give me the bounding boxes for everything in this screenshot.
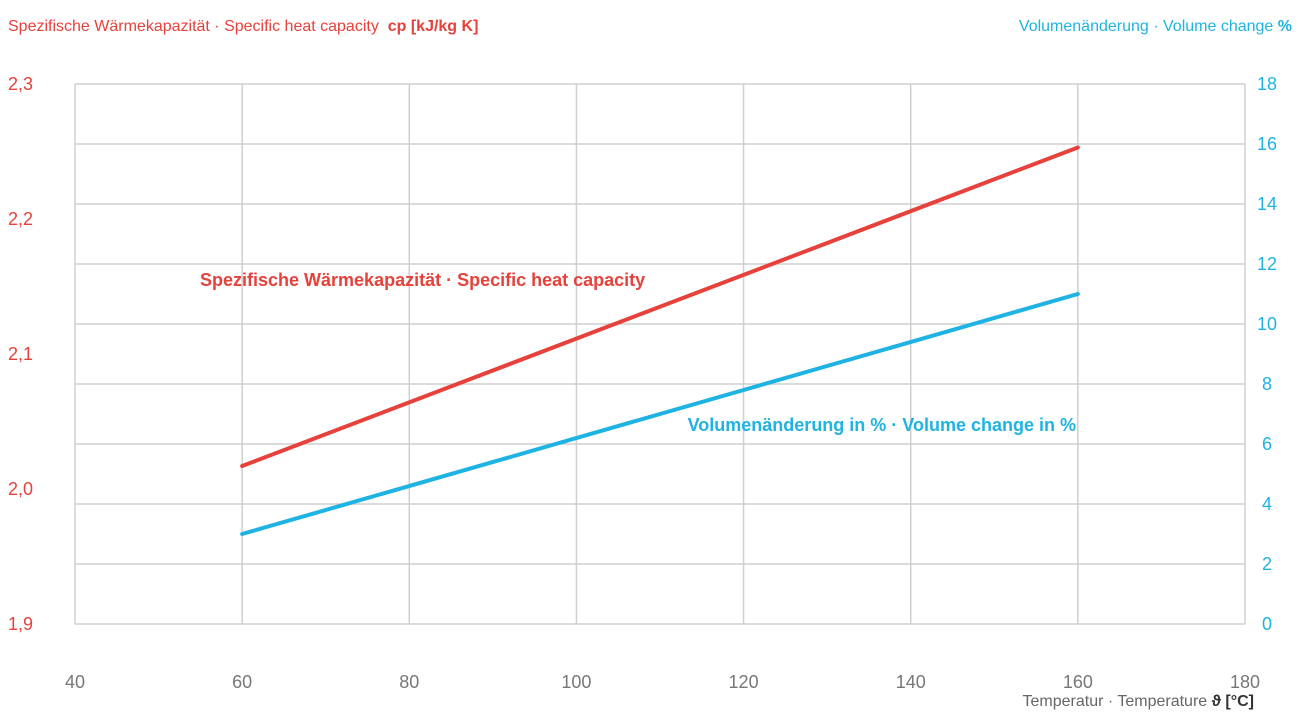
x-tick-label: 100 <box>561 672 591 692</box>
right-y-tick-label: 16 <box>1257 134 1277 154</box>
left-y-tick-label: 1,9 <box>8 614 33 634</box>
right-y-tick-label: 12 <box>1257 254 1277 274</box>
left-axis-title-text: Spezifische Wärmekapazität · Specific he… <box>8 18 379 35</box>
right-y-tick-label: 14 <box>1257 194 1277 214</box>
left-y-tick-label: 2,3 <box>8 74 33 94</box>
right-y-tick-label: 10 <box>1257 314 1277 334</box>
x-axis-title: Temperatur · Temperature ϑ [°C] <box>1023 693 1255 711</box>
right-y-tick-label: 8 <box>1262 374 1272 394</box>
x-tick-label: 160 <box>1063 672 1093 692</box>
right-axis-title-text: Volumenänderung · Volume change <box>1018 18 1274 35</box>
heat-capacity-series-line <box>240 145 1080 469</box>
x-tick-label: 60 <box>232 672 252 692</box>
x-tick-label: 120 <box>729 672 759 692</box>
volume-change-series-line <box>240 292 1080 536</box>
right-y-tick-label: 0 <box>1262 614 1272 634</box>
left-y-tick-label: 2,0 <box>8 479 33 499</box>
left-axis-title: Spezifische Wärmekapazität · Specific he… <box>8 18 478 36</box>
left-axis-unit: cp [kJ/kg K] <box>387 18 479 35</box>
x-axis-unit: ϑ [°C] <box>1211 693 1254 710</box>
left-y-tick-label: 2,2 <box>8 209 33 229</box>
right-y-tick-label: 6 <box>1262 434 1272 454</box>
x-tick-label: 40 <box>65 672 85 692</box>
volume-change-series-label: Volumenänderung in % · Volume change in … <box>688 415 1076 435</box>
x-tick-label: 80 <box>399 672 419 692</box>
right-y-tick-label: 18 <box>1257 74 1277 94</box>
right-y-tick-label: 2 <box>1262 554 1272 574</box>
left-y-tick-label: 2,1 <box>8 344 33 364</box>
x-axis-title-text: Temperatur · Temperature <box>1022 693 1208 710</box>
right-y-tick-label: 4 <box>1262 494 1272 514</box>
right-axis-title: Volumenänderung · Volume change % <box>1019 18 1292 36</box>
x-tick-label: 140 <box>896 672 926 692</box>
x-tick-label: 180 <box>1230 672 1260 692</box>
heat-capacity-series-label: Spezifische Wärmekapazität · Specific he… <box>200 270 645 290</box>
right-axis-unit: % <box>1277 18 1292 35</box>
